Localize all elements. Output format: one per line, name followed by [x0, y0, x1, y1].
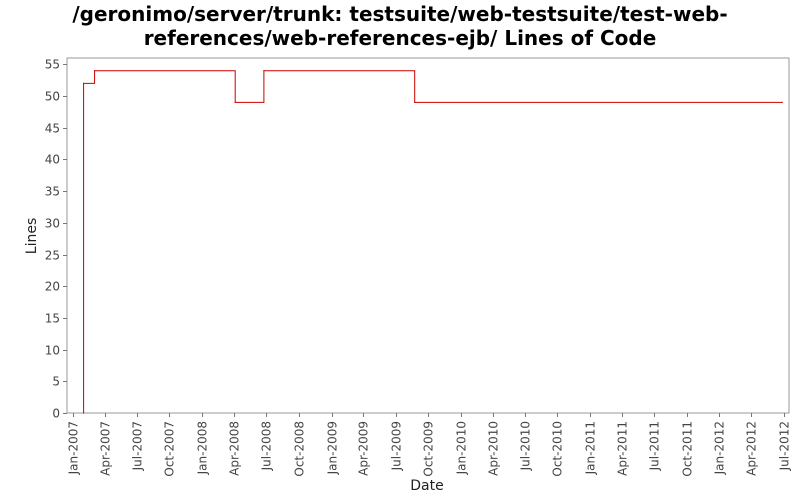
x-tick-label: Jan-2008 [196, 421, 210, 475]
x-axis-ticks: Jan-2007 Apr-2007 Jul-2007 Oct-2007 Jan-2008… [67, 413, 792, 477]
data-point [263, 70, 265, 72]
x-tick-label: Jan-2009 [326, 421, 340, 475]
x-tick-label: Apr-2010 [487, 421, 501, 476]
x-tick-label: Jul-2012 [778, 421, 792, 471]
data-point [83, 412, 85, 414]
y-tick-label: 55 [45, 58, 60, 72]
y-axis-ticks: 0 5 10 15 20 25 30 35 40 45 50 55 [45, 58, 67, 421]
y-tick-label: 0 [52, 407, 60, 421]
plot-area [66, 57, 790, 414]
x-axis-label: Date [410, 478, 443, 494]
y-tick-label: 45 [45, 122, 60, 136]
x-tick-label: Jul-2008 [260, 421, 274, 471]
x-tick-label: Jan-2011 [584, 421, 598, 475]
x-tick-label: Oct-2007 [163, 421, 177, 477]
x-tick-label: Apr-2011 [616, 421, 630, 476]
x-tick-label: Jul-2009 [390, 421, 404, 471]
y-tick-label: 35 [45, 185, 60, 199]
x-tick-label: Apr-2012 [745, 421, 759, 476]
y-tick-label: 50 [45, 90, 60, 104]
y-tick-label: 10 [45, 344, 60, 358]
x-tick-label: Apr-2009 [357, 421, 371, 476]
data-point [94, 70, 96, 72]
x-tick-label: Jan-2010 [455, 421, 469, 475]
x-tick-label: Jan-2007 [67, 421, 81, 475]
y-tick-label: 30 [45, 217, 60, 231]
x-tick-label: Jan-2012 [713, 421, 727, 475]
y-tick-label: 20 [45, 280, 60, 294]
y-tick-label: 15 [45, 312, 60, 326]
chart-title: /geronimo/server/trunk: testsuite/web-te… [72, 2, 728, 50]
x-tick-label: Oct-2008 [293, 421, 307, 477]
x-tick-label: Oct-2009 [422, 421, 436, 477]
x-tick-label: Jul-2007 [131, 421, 145, 471]
y-tick-label: 5 [52, 375, 60, 389]
data-point [83, 82, 85, 84]
x-tick-label: Jul-2010 [519, 421, 533, 471]
y-tick-label: 25 [45, 249, 60, 263]
data-point [781, 101, 783, 103]
y-tick-label: 40 [45, 153, 60, 167]
x-tick-label: Jul-2011 [648, 421, 662, 471]
data-point [414, 101, 416, 103]
x-tick-label: Oct-2010 [551, 421, 565, 477]
x-tick-label: Apr-2007 [99, 421, 113, 476]
x-tick-label: Apr-2008 [228, 421, 242, 476]
y-axis-label: Lines [24, 218, 40, 254]
series-layer [83, 70, 783, 414]
data-point [234, 101, 236, 103]
x-tick-label: Oct-2011 [681, 421, 695, 477]
